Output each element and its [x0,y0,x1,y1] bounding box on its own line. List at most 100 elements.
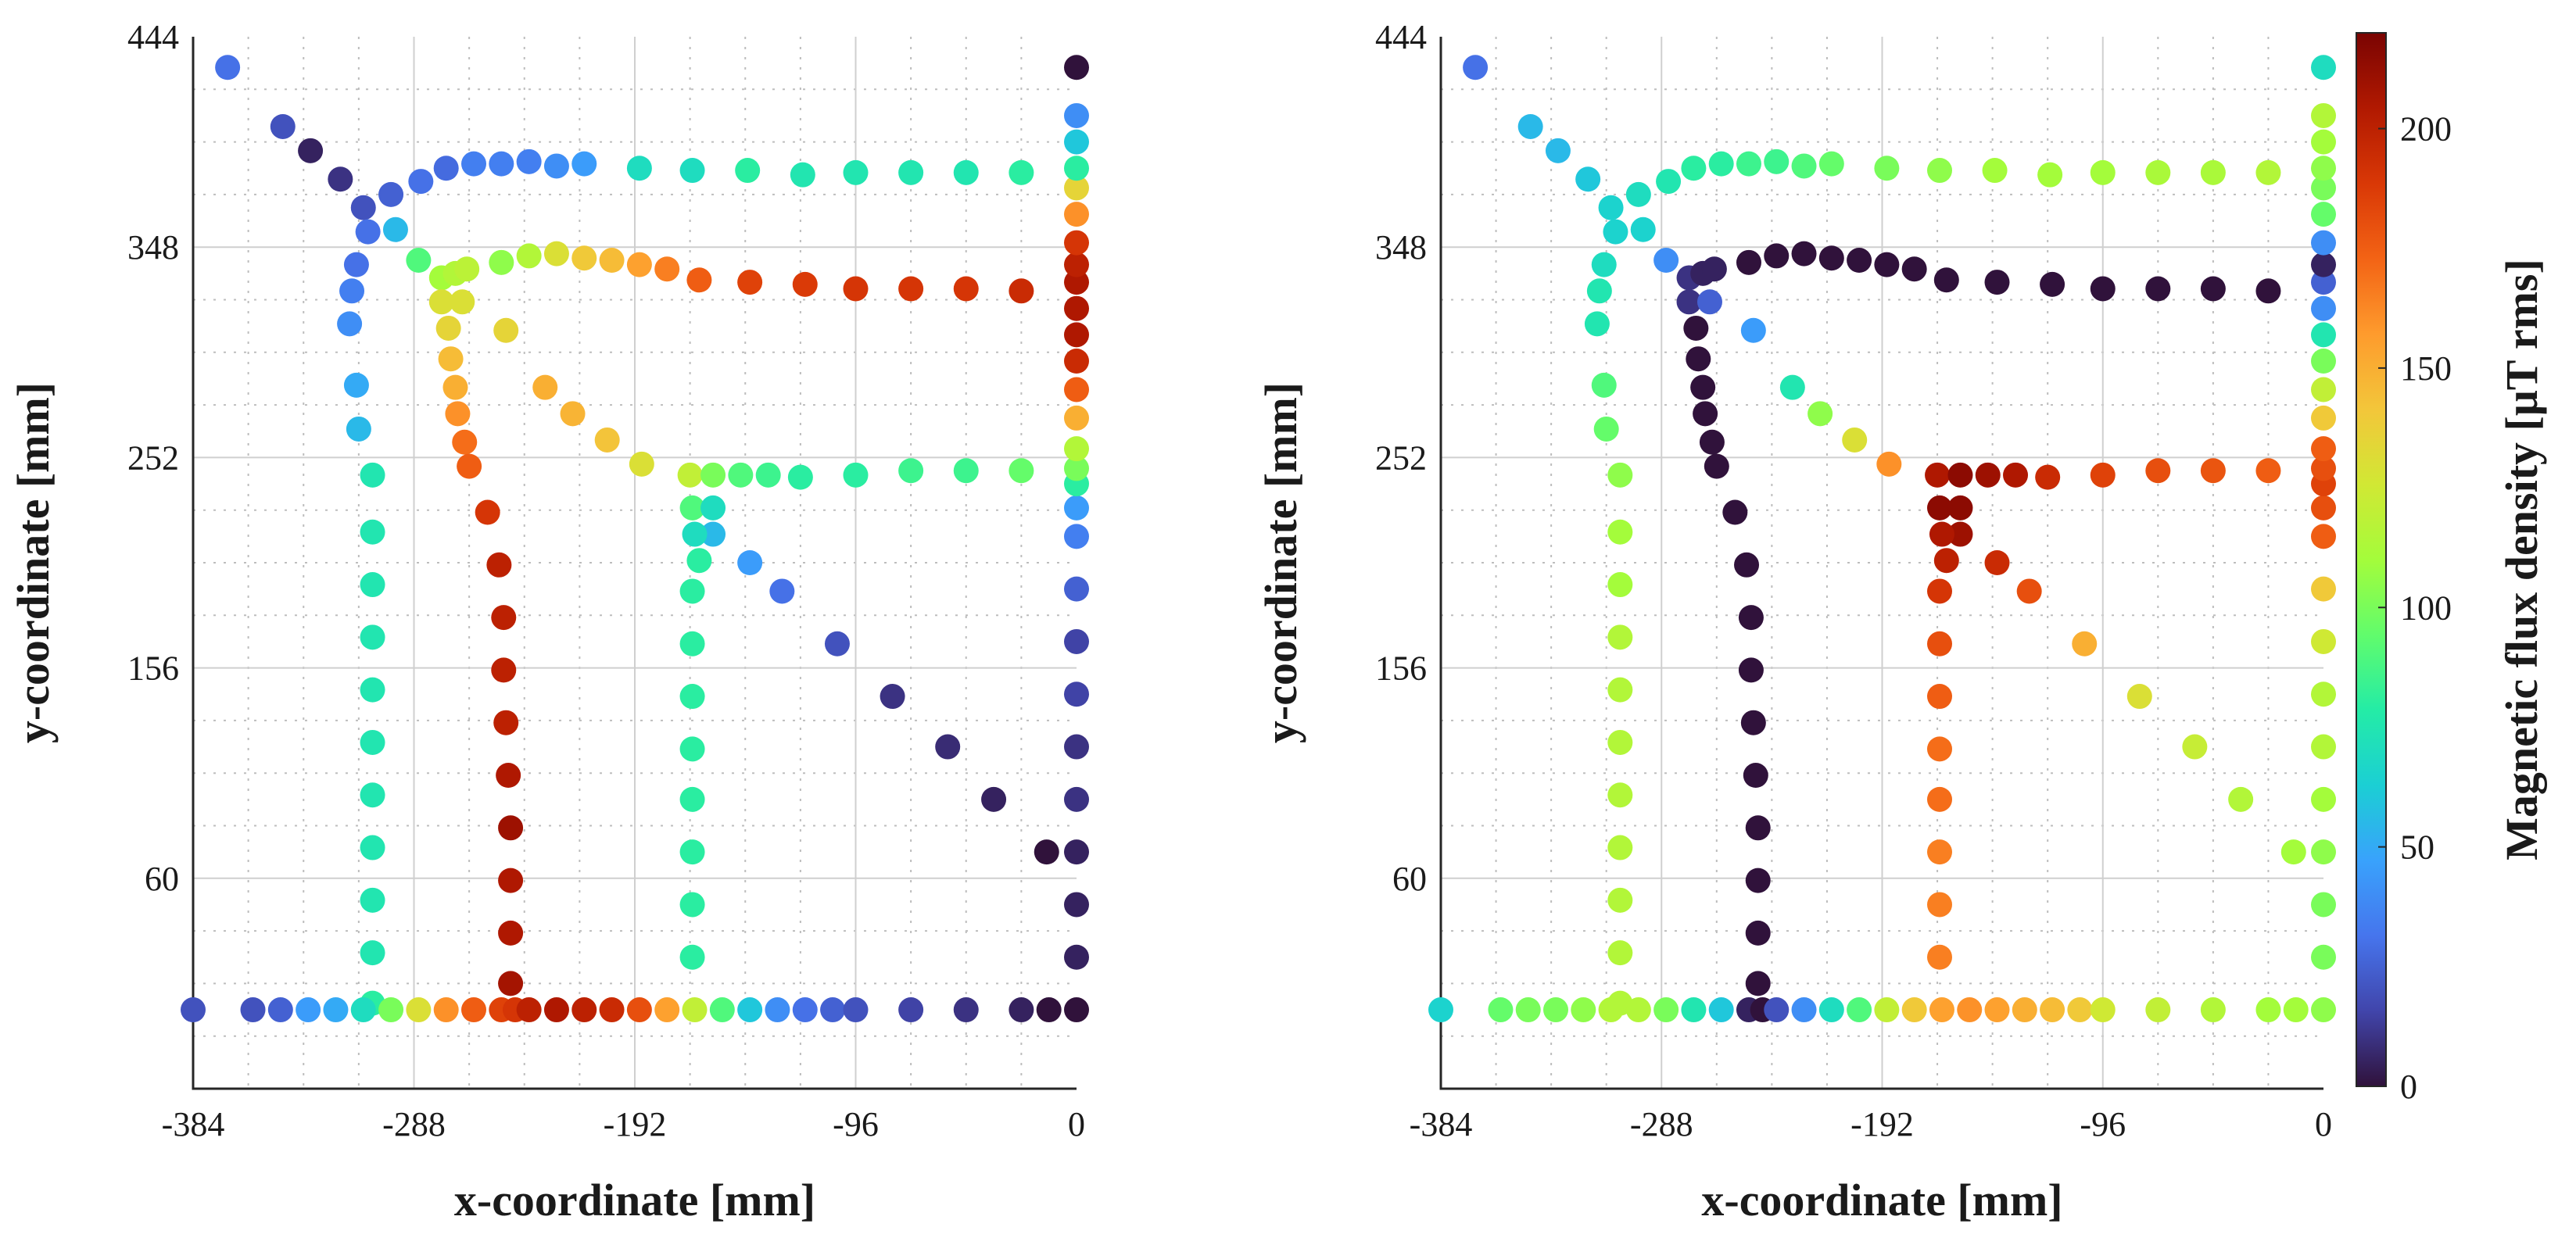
data-point [728,462,754,488]
data-point [1734,552,1760,578]
data-point [820,997,846,1023]
grid [193,37,1077,1089]
data-point [953,997,979,1023]
colorbar-gradient [2356,32,2387,1087]
data-point [1764,243,1790,269]
data-point [1625,997,1651,1023]
data-point [1683,315,1709,341]
data-point [2040,997,2065,1023]
data-point [843,159,869,185]
data-point [2311,156,2336,181]
data-point [2090,462,2116,488]
data-point [898,458,924,484]
data-point [2311,175,2336,201]
x-tick-label: -192 [1850,1105,1914,1143]
data-point [790,162,815,188]
data-point [486,552,512,578]
data-point [360,624,385,650]
data-point [2145,276,2171,302]
data-point [1933,548,1959,574]
data-point [498,868,524,893]
y-tick-label: 348 [127,228,179,267]
data-point [428,289,454,315]
data-point [1740,317,1766,343]
data-point [408,169,434,195]
data-point [700,521,726,547]
data-point [1686,346,1711,372]
data-point [1847,248,1872,274]
data-point [1607,677,1633,703]
data-point [1064,156,1089,181]
data-point [489,151,514,177]
data-point [1607,729,1633,755]
data-point [1009,159,1034,185]
x-tick-label: 0 [1068,1105,1085,1143]
y-tick-label: 444 [1375,18,1427,56]
data-point [1064,230,1089,256]
data-point [654,256,680,282]
data-point [1591,372,1617,398]
data-point [1064,252,1089,277]
data-point [735,158,761,184]
data-point [489,249,514,275]
data-point [682,997,708,1023]
data-point [360,782,385,808]
data-point [267,997,293,1023]
data-point [700,462,726,488]
data-point [679,839,705,865]
data-point [1064,892,1089,918]
data-point [1064,270,1089,295]
data-point [2145,997,2171,1023]
data-point [543,997,569,1023]
data-point [1927,495,1953,521]
x-tick-label: -384 [1410,1105,1473,1143]
data-point [1704,453,1729,479]
data-point [1743,763,1768,789]
data-point [1764,997,1790,1023]
data-point [2035,464,2061,490]
data-point [1607,887,1633,913]
data-point [1901,256,1927,282]
data-point [1764,148,1790,174]
data-point [1847,997,1872,1023]
data-point [1947,462,1973,488]
data-point [953,276,979,302]
data-point [1656,169,1682,195]
x-tick-label: -96 [833,1105,879,1143]
data-point [360,572,385,598]
data-point [360,887,385,913]
data-point [2255,997,2281,1023]
colorbar-tick-label: 0 [2400,1068,2417,1106]
data-point [686,267,712,293]
data-point [1064,405,1089,431]
data-point [700,495,726,521]
data-point [571,997,597,1023]
data-point [1607,940,1633,966]
data-point [843,997,869,1023]
data-point [2090,159,2116,185]
data-point [1607,835,1633,860]
data-point [1925,462,1951,488]
x-tick-label: -384 [162,1105,225,1143]
data-point [1984,997,2010,1023]
data-point [378,181,404,207]
data-point [355,219,381,245]
data-point [2200,276,2226,302]
colorbar: 0 50 100 150 200 Magnetic flux density [μT rm… [2356,32,2547,1106]
data-point [898,159,924,185]
data-point [679,736,705,762]
data-point [1515,997,1541,1023]
data-point [1947,495,1973,521]
data-point [360,729,385,755]
data-point [679,684,705,710]
x-axis-label: x-coordinate [mm] [454,1175,815,1225]
data-point [2311,55,2336,80]
data-point [2311,576,2336,602]
data-point [2311,997,2336,1023]
data-point [2311,892,2336,918]
data-point [2016,578,2042,604]
data-point [765,997,790,1023]
data-point [679,944,705,970]
data-point [571,245,597,271]
